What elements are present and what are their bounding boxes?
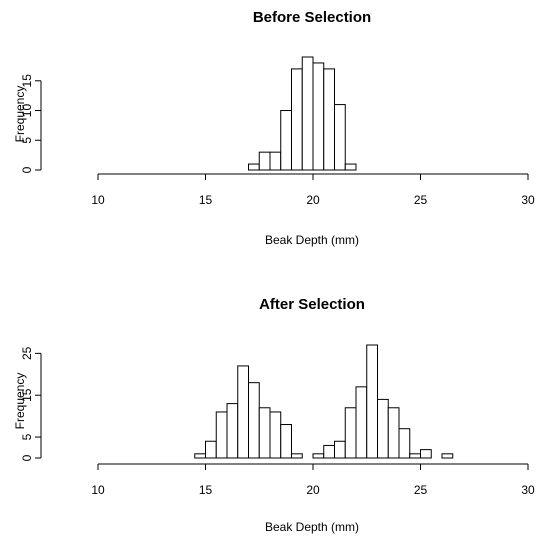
histogram-bar <box>237 365 249 459</box>
x-axis-before: 10 15 20 25 30 <box>91 173 535 207</box>
y-tick-label: 15 <box>20 74 34 88</box>
y-axis-label-before: Frequency <box>13 86 27 143</box>
histogram-bar <box>323 68 335 171</box>
x-axis-label-after: Beak Depth (mm) <box>265 520 359 534</box>
y-tick-label: 5 <box>20 433 34 440</box>
histogram-bar <box>291 68 303 171</box>
histogram-bar <box>215 411 228 459</box>
bars-after <box>194 344 454 459</box>
x-tick-label: 15 <box>199 483 213 497</box>
histogram-bar <box>334 440 346 459</box>
x-tick-label: 25 <box>414 483 428 497</box>
bars-before <box>248 56 357 171</box>
x-tick-label: 10 <box>91 483 105 497</box>
chart-title-after: After Selection <box>259 296 365 313</box>
histogram-bar <box>312 453 325 459</box>
histogram-bar <box>441 453 454 459</box>
y-axis-after: 0 5 15 25 <box>20 346 42 461</box>
x-tick-label: 10 <box>91 193 105 207</box>
histogram-bar <box>387 407 400 459</box>
x-axis-label-before: Beak Depth (mm) <box>265 233 359 247</box>
histogram-bar <box>291 453 303 459</box>
histogram-bar <box>409 453 421 459</box>
x-tick-label: 30 <box>521 193 535 207</box>
x-tick-label: 20 <box>306 483 320 497</box>
histogram-bar <box>248 382 260 459</box>
histogram-bar <box>226 403 239 459</box>
histogram-bar <box>420 449 432 459</box>
y-tick-label: 10 <box>20 104 34 118</box>
histogram-bar <box>269 411 282 459</box>
histogram-bar <box>280 110 292 171</box>
x-tick-label: 15 <box>199 193 213 207</box>
panel-after-selection: After Selection Frequency Beak Depth (mm… <box>13 296 535 534</box>
x-axis-after: 10 15 20 25 30 <box>91 463 535 497</box>
histogram-bar <box>344 407 357 459</box>
panel-before-selection: Before Selection Frequency Beak Depth (m… <box>13 9 535 247</box>
y-tick-label: 25 <box>20 346 34 360</box>
histogram-bar <box>355 386 368 459</box>
histogram-bar <box>398 428 411 459</box>
x-tick-label: 30 <box>521 483 535 497</box>
histogram-bar <box>366 344 378 459</box>
y-tick-label: 15 <box>20 388 34 402</box>
x-tick-label: 20 <box>306 193 320 207</box>
y-axis-label-after: Frequency <box>13 373 27 430</box>
y-tick-label: 0 <box>20 454 34 461</box>
histogram-bar <box>248 163 260 171</box>
histogram-bar <box>194 453 206 459</box>
y-tick-label: 5 <box>20 137 34 144</box>
histogram-bar <box>205 440 217 459</box>
x-tick-label: 25 <box>414 193 428 207</box>
histogram-bar <box>269 151 282 171</box>
y-axis-before: 0 5 10 15 <box>20 74 42 173</box>
histogram-bar <box>323 444 335 459</box>
histogram-bar <box>301 56 314 171</box>
histogram-bar <box>334 104 346 171</box>
histogram-bar <box>344 163 357 171</box>
chart-title-before: Before Selection <box>253 9 371 26</box>
histogram-bar <box>280 424 292 459</box>
histogram-bar <box>377 398 389 459</box>
histogram-bar <box>258 151 271 171</box>
y-tick-label: 0 <box>20 166 34 173</box>
histogram-bar <box>312 62 325 171</box>
histogram-bar <box>258 407 271 459</box>
